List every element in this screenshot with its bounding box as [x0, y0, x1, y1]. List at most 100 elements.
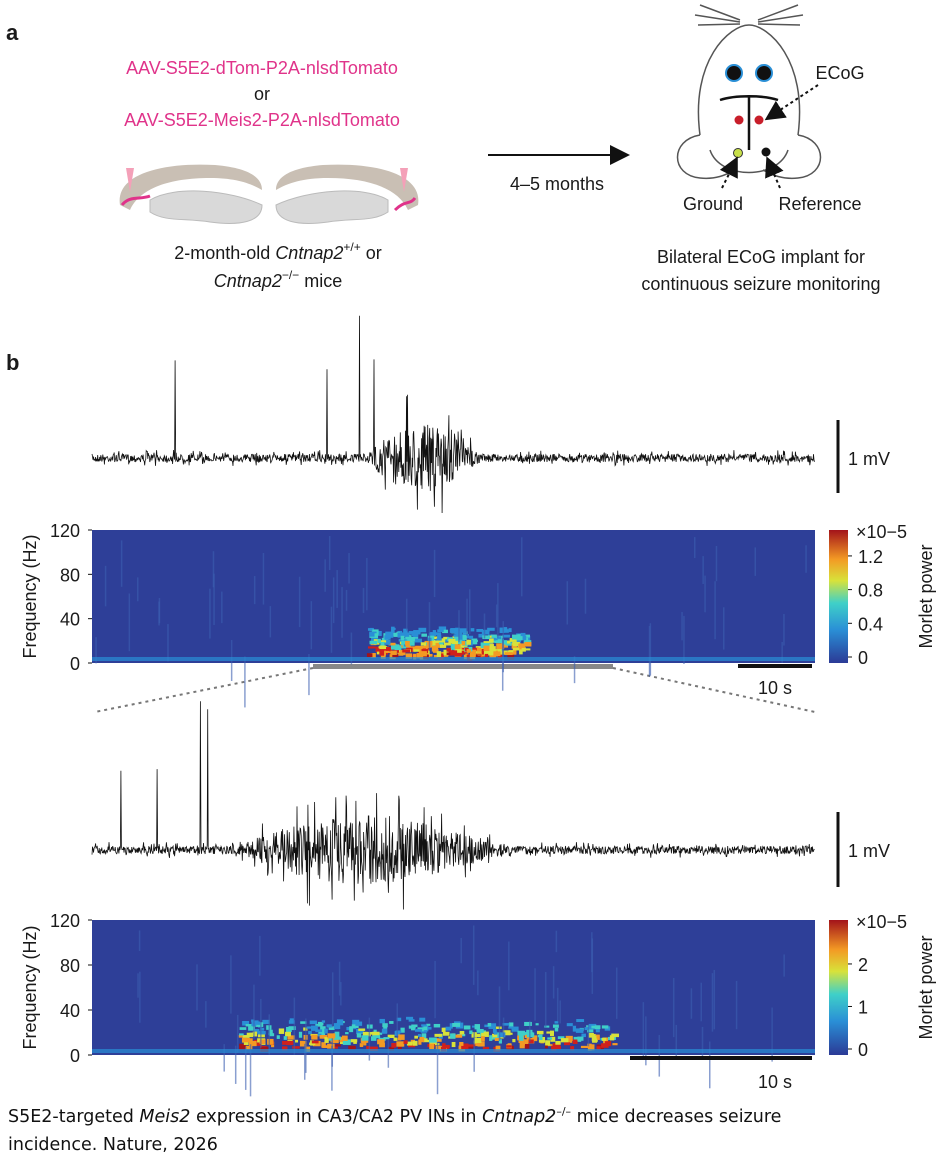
spectrogram-cell — [338, 961, 341, 996]
spectrogram-cell — [572, 1025, 577, 1032]
spectrogram-cell — [333, 1023, 340, 1030]
y-tick-label: 80 — [60, 956, 80, 976]
spectrogram-cell — [426, 1023, 431, 1026]
spectrogram-cell — [554, 1021, 559, 1024]
spectrogram-cell — [489, 1035, 493, 1041]
spectrogram-cell — [420, 645, 428, 649]
y-tick-label: 40 — [60, 1001, 80, 1021]
spectrogram-cell — [460, 937, 462, 964]
text-run: or — [361, 243, 382, 263]
spectrogram-cell — [379, 645, 387, 650]
spectrogram-cell — [601, 1043, 609, 1048]
spectrogram-cell — [468, 1046, 474, 1049]
spectrogram-cell — [402, 649, 411, 653]
spectrogram-cell — [474, 1024, 481, 1030]
spectrogram-cell — [552, 1043, 561, 1047]
spectrogram-cell — [212, 551, 215, 588]
spectrogram-cell — [587, 1045, 592, 1051]
spectrogram-cell — [332, 1037, 339, 1044]
spectrogram-cell — [508, 941, 510, 991]
spectrogram-cell — [683, 615, 685, 664]
spectrogram-cell — [735, 980, 738, 1030]
spectrogram-cell — [516, 636, 523, 641]
text-run: Cntnap2 — [214, 271, 282, 291]
spectrogram-cell — [457, 640, 463, 645]
spectrogram-cell — [453, 634, 459, 637]
spectrogram-cell — [572, 1039, 578, 1044]
spectrogram-cell — [363, 1042, 367, 1046]
spectrogram-cell — [245, 1045, 253, 1050]
spectrogram-cell — [348, 1045, 356, 1050]
spectrogram-cell — [320, 1026, 326, 1032]
spectrogram-cell — [587, 1043, 592, 1047]
spectrogram-cell — [495, 604, 498, 628]
spectrogram-cell — [565, 1035, 573, 1042]
colorbar-tick-label: 1 — [858, 997, 868, 1017]
spectrogram-cell — [400, 635, 405, 641]
spectrogram-cell — [392, 654, 399, 658]
spectrogram-cell — [336, 570, 338, 608]
spectrogram-cell — [282, 1046, 288, 1051]
scale-bar-label: 1 mV — [848, 449, 890, 469]
spectrogram-cell — [524, 1021, 532, 1026]
spectrogram-cell — [321, 1042, 326, 1048]
spectrogram-cell — [353, 1041, 357, 1044]
spectrogram-cell — [413, 630, 421, 635]
spectrogram-cell — [715, 545, 718, 582]
spectrogram-cell — [497, 583, 499, 638]
spectrogram-cell — [253, 576, 256, 605]
spectrogram-cell — [254, 1020, 259, 1023]
electrode — [754, 115, 764, 125]
spectrogram-cell — [524, 641, 532, 647]
spectrogram-cell — [397, 1046, 402, 1050]
spectrogram-cell — [713, 969, 716, 1030]
spectrogram-cell — [480, 1036, 485, 1042]
spectrogram-cell — [393, 632, 400, 637]
spectrogram-cell — [611, 1033, 620, 1038]
spectrogram-cell — [487, 627, 495, 631]
spectrogram-cell — [423, 645, 432, 648]
spectrogram-cell — [472, 925, 475, 985]
y-axis-label: Frequency (Hz) — [20, 534, 40, 658]
colorbar — [829, 530, 848, 663]
spectrogram-cell — [230, 955, 232, 1014]
panel-label: b — [6, 350, 19, 375]
spectrogram-cell — [476, 653, 482, 656]
spectrogram-cell — [345, 589, 348, 611]
spectrogram-cell — [552, 966, 555, 999]
spectrogram-cell — [509, 638, 516, 642]
spectrogram-cell — [390, 650, 397, 655]
spectrogram-cell — [509, 1032, 513, 1035]
spectrogram-cell — [205, 1001, 207, 1028]
spectrogram-cell — [345, 1032, 349, 1035]
spectrogram-cell — [658, 1034, 661, 1077]
spectrogram-cell — [289, 1018, 294, 1021]
spectrogram-cell — [370, 653, 376, 658]
spectrogram-cell — [420, 1028, 428, 1033]
spectrogram-cell — [544, 1045, 548, 1049]
spectrogram-cell — [167, 624, 169, 662]
spectrogram-cell — [442, 1043, 446, 1049]
spectrogram-cell — [409, 641, 415, 646]
spectrogram-cell — [452, 1022, 461, 1027]
spectrogram-cell — [421, 1024, 427, 1027]
spectrogram-cell — [267, 1038, 274, 1045]
spectrogram-cell — [418, 627, 427, 633]
spectrogram-cell — [372, 1035, 381, 1039]
spectrogram-cell — [341, 1035, 348, 1041]
spectrogram-cell — [401, 640, 409, 645]
spectrogram-cell — [256, 1021, 261, 1025]
spectrogram-cell — [139, 971, 141, 1023]
spectrogram-cell — [481, 1031, 489, 1037]
spectrogram-cell — [506, 1045, 512, 1048]
spectrogram-cell — [379, 649, 385, 656]
spectrogram-cell — [435, 642, 440, 648]
spectrogram-cell — [434, 1033, 443, 1037]
reference-label: Reference — [778, 194, 861, 214]
spectrogram-cell — [435, 1045, 442, 1050]
spectrogram-cell — [555, 930, 558, 953]
spectrogram-cell — [437, 629, 444, 633]
spectrogram-cell — [414, 1035, 418, 1039]
spectrogram-cell — [754, 547, 757, 576]
spectrogram-cell — [587, 1024, 590, 1047]
